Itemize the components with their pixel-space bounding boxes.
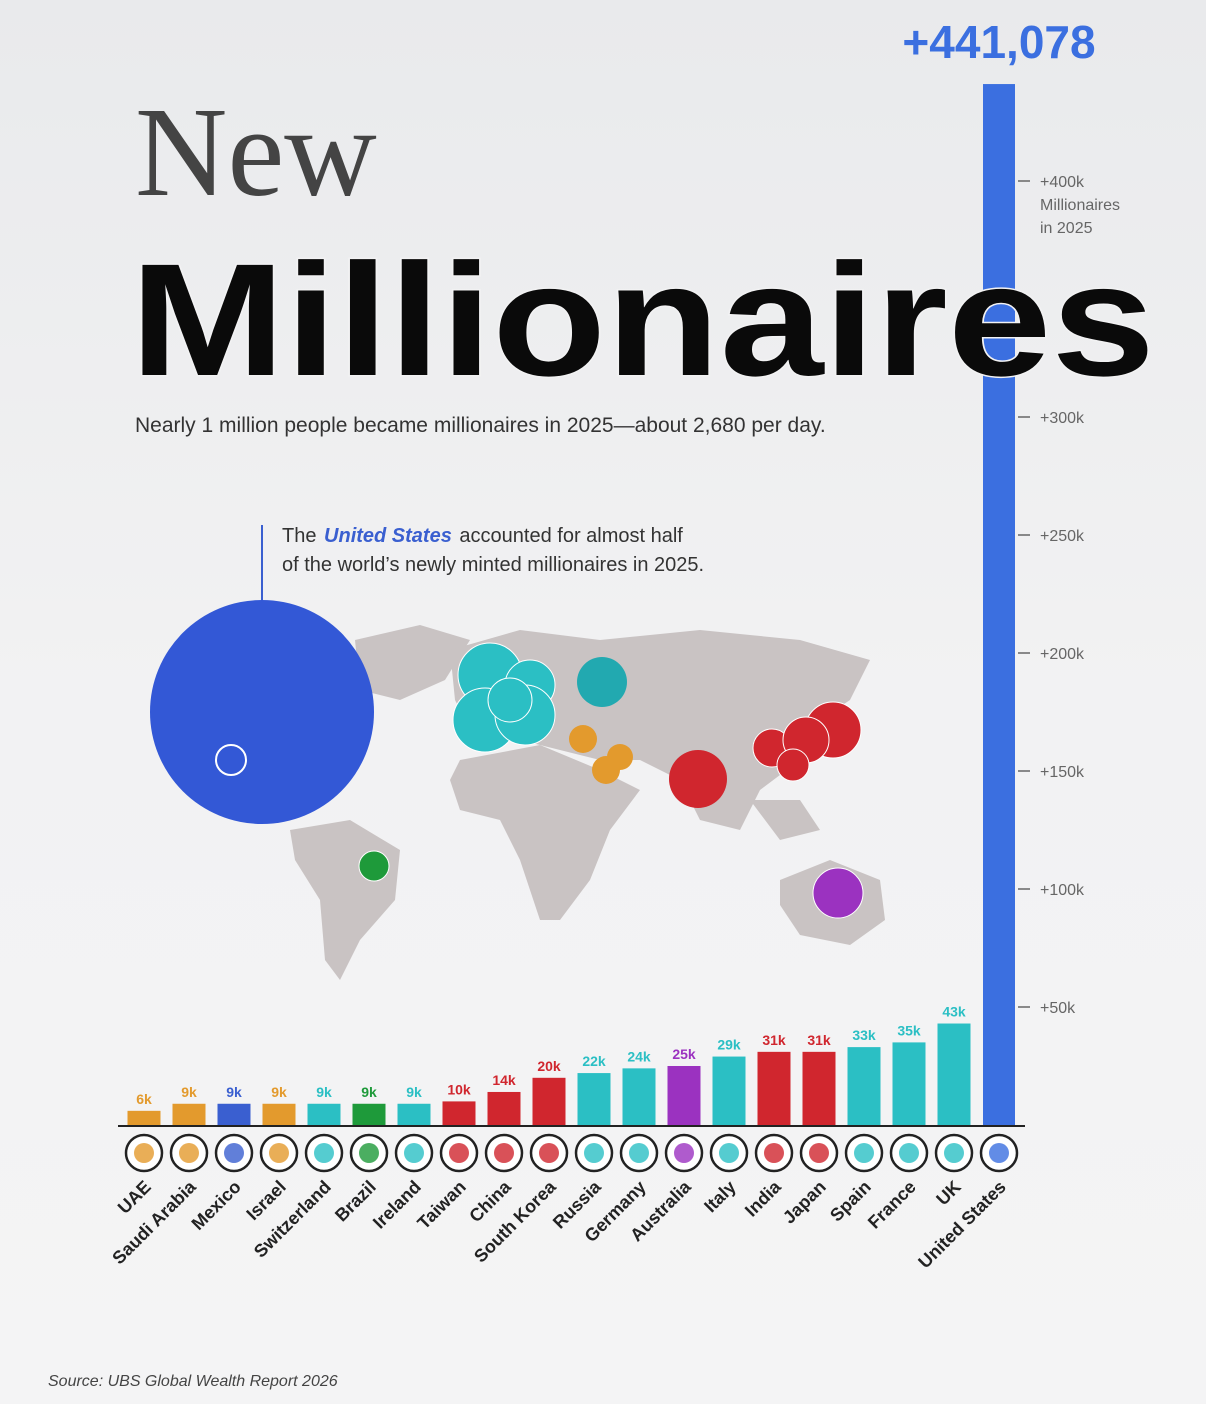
y-tick-label: +250k	[1040, 528, 1085, 545]
bar	[847, 1047, 881, 1125]
flag-color	[629, 1143, 649, 1163]
bar	[892, 1042, 926, 1125]
value-label: 9k	[181, 1084, 197, 1100]
bubble	[577, 657, 627, 707]
bubble	[569, 725, 597, 753]
bubble	[812, 867, 864, 919]
flag-color	[989, 1143, 1009, 1163]
bubble	[776, 748, 810, 782]
bar	[487, 1091, 521, 1125]
value-label: 9k	[271, 1084, 287, 1100]
value-label: 29k	[717, 1037, 741, 1053]
value-label: 6k	[136, 1091, 152, 1107]
value-label: 20k	[537, 1058, 561, 1074]
bar	[577, 1073, 611, 1125]
value-label: 31k	[762, 1032, 786, 1048]
africa	[450, 745, 640, 920]
bar	[172, 1103, 206, 1125]
annotation-text: The	[282, 525, 316, 547]
value-label: 14k	[492, 1072, 516, 1088]
flag-color	[224, 1143, 244, 1163]
value-label: 24k	[627, 1048, 651, 1064]
subtitle: Nearly 1 million people became millionai…	[135, 414, 826, 437]
bar	[352, 1103, 386, 1125]
greenland	[355, 625, 470, 700]
bar	[397, 1103, 431, 1125]
value-label: 25k	[672, 1046, 696, 1062]
bubble	[215, 744, 247, 776]
map-bubbles	[150, 525, 864, 919]
bar	[307, 1103, 341, 1125]
flag-color	[494, 1143, 514, 1163]
bar	[757, 1051, 791, 1125]
annotation-text: of the world’s newly minted millionaires…	[282, 554, 704, 576]
flag-color	[944, 1143, 964, 1163]
bar	[217, 1103, 251, 1125]
y-tick-label: +400k	[1040, 174, 1085, 191]
value-label: 10k	[447, 1081, 471, 1097]
value-label: 9k	[316, 1084, 332, 1100]
bubble	[669, 750, 727, 808]
bar	[442, 1101, 476, 1125]
bar	[802, 1051, 836, 1125]
southeast-asia	[750, 800, 820, 840]
y-tick-label: +200k	[1040, 646, 1085, 663]
flag-color	[134, 1143, 154, 1163]
y-tick-label: +50k	[1040, 1000, 1076, 1017]
bar	[532, 1077, 566, 1125]
flag-color	[179, 1143, 199, 1163]
flag-color	[314, 1143, 334, 1163]
annotation: The United States accounted for almost h…	[282, 525, 704, 576]
value-label: 35k	[897, 1022, 921, 1038]
value-label: +441,078	[902, 16, 1095, 68]
value-label: 33k	[852, 1027, 876, 1043]
annotation-text: accounted for almost half	[459, 525, 683, 547]
bar	[262, 1103, 296, 1125]
y-axis-label: Millionaires	[1040, 197, 1120, 214]
bar	[622, 1068, 656, 1125]
y-tick-label: +300k	[1040, 410, 1085, 427]
flag-color	[719, 1143, 739, 1163]
flag-color	[359, 1143, 379, 1163]
flag-color	[854, 1143, 874, 1163]
annotation-highlight: United States	[324, 525, 452, 547]
value-label: 9k	[226, 1084, 242, 1100]
bubble	[150, 600, 374, 824]
flag-color	[899, 1143, 919, 1163]
bar	[127, 1110, 161, 1125]
bar	[712, 1056, 746, 1125]
bar	[667, 1066, 701, 1125]
flag-color	[404, 1143, 424, 1163]
bubble	[592, 756, 620, 784]
flag-color	[584, 1143, 604, 1163]
flag-color	[449, 1143, 469, 1163]
y-axis-label: in 2025	[1040, 220, 1093, 237]
title-line1: New	[135, 81, 377, 223]
value-label: 9k	[406, 1084, 422, 1100]
value-label: 31k	[807, 1032, 831, 1048]
value-label: 43k	[942, 1004, 966, 1020]
flag-color	[764, 1143, 784, 1163]
flag-color	[269, 1143, 289, 1163]
source: Source: UBS Global Wealth Report 2026	[48, 1373, 338, 1390]
y-tick-label: +100k	[1040, 882, 1085, 899]
bubble	[487, 677, 533, 723]
title-line2: Millionaires	[130, 230, 1155, 409]
bubble	[358, 850, 390, 882]
flag-color	[674, 1143, 694, 1163]
value-label: 22k	[582, 1053, 606, 1069]
flag-color	[809, 1143, 829, 1163]
bar	[937, 1023, 971, 1125]
bar	[983, 84, 1015, 1126]
y-tick-label: +150k	[1040, 764, 1085, 781]
flag-color	[539, 1143, 559, 1163]
value-label: 9k	[361, 1084, 377, 1100]
